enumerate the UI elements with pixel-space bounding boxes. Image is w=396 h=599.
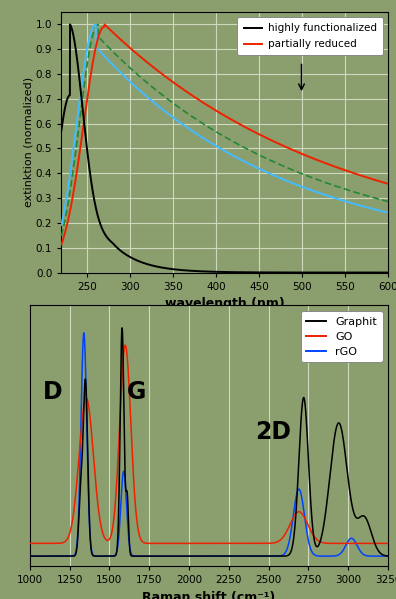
Y-axis label: extinktion (normalized): extinktion (normalized) (23, 77, 33, 207)
Legend: highly functionalized, partially reduced: highly functionalized, partially reduced (238, 17, 383, 56)
Text: G: G (127, 380, 146, 404)
Text: D: D (43, 380, 63, 404)
Text: 2D: 2D (255, 420, 291, 444)
X-axis label: Raman shift (cm⁻¹): Raman shift (cm⁻¹) (142, 591, 276, 599)
Legend: Graphit, GO, rGO: Graphit, GO, rGO (301, 311, 383, 362)
X-axis label: wavelength (nm): wavelength (nm) (165, 297, 285, 310)
